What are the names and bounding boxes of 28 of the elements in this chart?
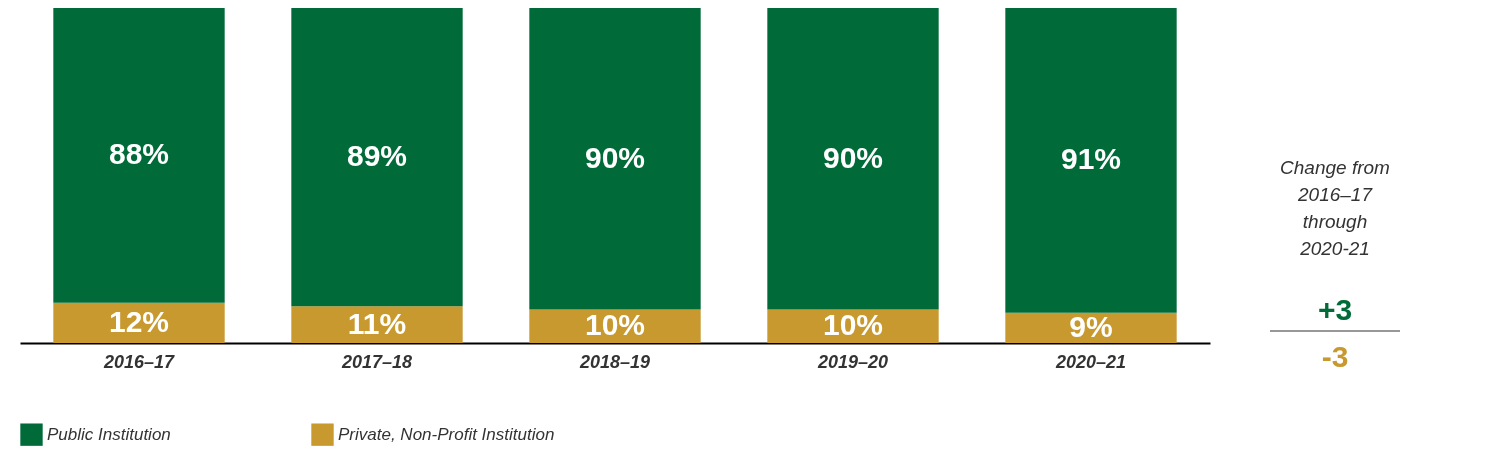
x-tick-label: 2016–17 xyxy=(102,351,176,372)
x-tick-label: 2017–18 xyxy=(340,351,413,372)
data-label: 9% xyxy=(1069,309,1113,343)
data-label: 11% xyxy=(347,306,407,340)
bar xyxy=(1005,312,1177,343)
bar xyxy=(529,8,701,310)
data-label: 10% xyxy=(822,308,884,342)
data-label: 90% xyxy=(584,140,646,174)
x-tick-label: 2018–19 xyxy=(578,351,651,372)
data-label: 88% xyxy=(108,137,170,171)
data-label: 90% xyxy=(822,140,884,174)
data-label: 91% xyxy=(1060,142,1122,176)
text: +3 xyxy=(1317,293,1353,326)
text: -3 xyxy=(1321,340,1349,373)
bar xyxy=(291,306,463,343)
data-label: 89% xyxy=(346,139,408,173)
x-tick-label: 2020–21 xyxy=(1054,351,1127,372)
bar xyxy=(53,8,225,303)
legend-label: Private, Non-Profit Institution xyxy=(338,424,555,444)
bar xyxy=(1005,8,1177,313)
x-tick-label: 2019–20 xyxy=(816,351,889,372)
data-label: 12% xyxy=(108,304,170,338)
data-label: 10% xyxy=(584,308,646,342)
bar xyxy=(53,302,225,343)
bar xyxy=(767,8,939,310)
legend-label: Public Institution xyxy=(47,424,171,444)
bar xyxy=(291,8,463,307)
text: Change from 2016–17 through 2020-21 xyxy=(1280,157,1390,259)
